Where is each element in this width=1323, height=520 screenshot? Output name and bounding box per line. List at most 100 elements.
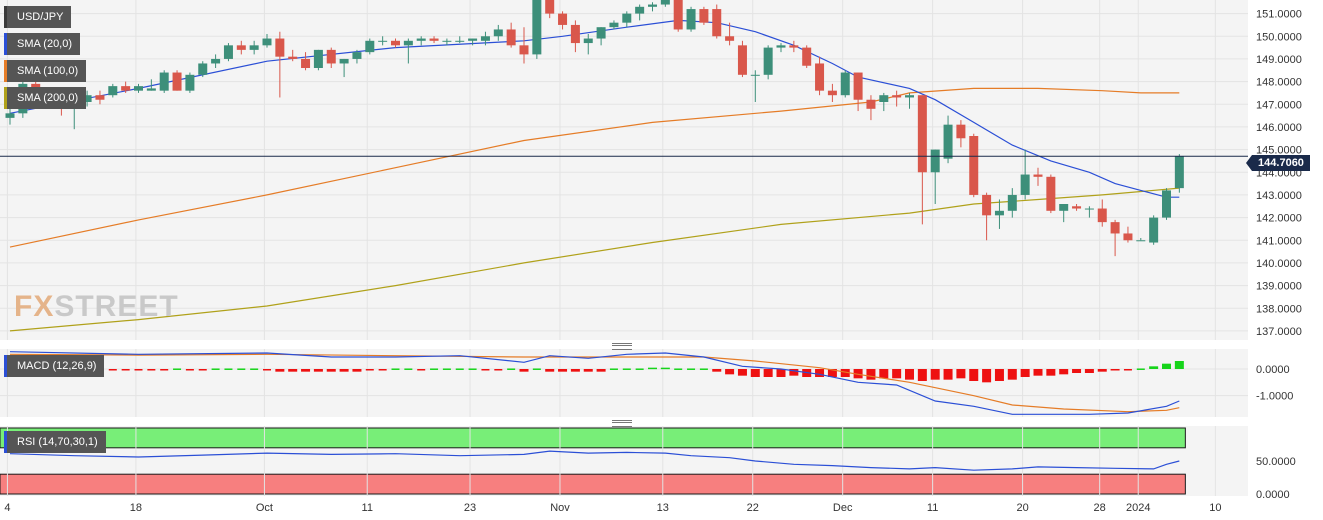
macd-histogram-bar [1097,369,1107,372]
price-axis-label: 141.0000 [1256,235,1302,247]
candle-up [879,95,889,102]
candle-up [313,49,323,68]
macd-chart[interactable] [0,349,1248,417]
macd-histogram-bar [687,368,696,370]
candle-down [853,72,863,100]
candle-down [1072,206,1082,209]
time-axis-label: 20 [1016,502,1028,514]
rsi-overbought-zone [0,427,1186,449]
candle-up [185,74,195,91]
candle-down [712,9,722,37]
rsi-chart[interactable] [0,426,1248,496]
macd-histogram-bar [956,369,966,379]
macd-histogram-bar [1046,369,1056,376]
candle-up [378,40,388,42]
candle-down [827,90,837,96]
legend-macd[interactable]: MACD (12,26,9) [4,355,105,377]
candle-up [943,124,953,159]
macd-histogram-bar [763,369,773,377]
macd-histogram-bar [982,369,992,383]
legend-symbol[interactable]: USD/JPY [4,6,72,28]
macd-histogram-bar [712,369,722,372]
macd-histogram-bar [917,369,927,381]
macd-histogram-bar [1174,361,1184,369]
macd-histogram-bar [1162,363,1171,369]
candle-up [905,95,914,98]
candle-up [1174,156,1184,189]
candle-up [198,63,208,75]
macd-histogram-bar [288,369,298,372]
macd-histogram-bar [815,369,825,377]
candle-down [956,124,966,139]
candle-down [429,38,439,41]
candle-up [339,58,349,64]
price-chart-pane[interactable] [0,0,1248,340]
macd-histogram-bar [583,369,593,372]
macd-histogram-bar [326,369,336,372]
macd-histogram-bar [108,369,117,371]
candle-up [763,47,773,75]
macd-histogram-bar [211,368,220,370]
rsi-axis-label: 0.0000 [1256,489,1290,501]
candle-up [1162,190,1171,218]
macd-histogram-bar [776,369,786,377]
time-axis-label: Nov [550,502,570,514]
macd-histogram-bar [827,369,837,377]
candle-up [352,52,362,59]
price-axis-label: 139.0000 [1256,281,1302,293]
macd-histogram-bar [1007,369,1017,380]
macd-label: MACD (12,26,9) [17,360,97,372]
macd-histogram-bar [378,369,387,371]
legend-sma200[interactable]: SMA (200,0) [4,87,87,109]
macd-histogram-bar [558,369,568,372]
macd-histogram-bar [943,369,953,380]
macd-histogram-bar [789,369,799,376]
macd-axis-label: 0.0000 [1256,364,1290,376]
candle-up [648,4,657,7]
time-axis-label: 22 [747,502,759,514]
macd-histogram-bar [866,369,876,380]
candle-down [545,0,555,14]
macd-histogram-bar [725,369,735,375]
legend-sma100[interactable]: SMA (100,0) [4,60,87,82]
macd-histogram-bar [750,369,760,377]
candle-down [326,49,336,64]
candle-down [1097,208,1107,223]
candle-up [1059,204,1069,211]
candle-up [583,38,593,44]
macd-histogram-bar [994,369,1004,381]
candle-down [1046,176,1056,211]
price-axis-label: 138.0000 [1256,303,1302,315]
macd-histogram-bar [507,368,516,370]
time-axis-label: 23 [464,502,476,514]
legend-rsi[interactable]: RSI (14,70,30,1) [4,431,106,453]
candle-up [532,0,542,55]
pane-resize-handle-macd[interactable] [612,343,632,350]
macd-histogram-bar [494,369,503,371]
time-axis-label: 28 [1094,502,1106,514]
legend-sma20[interactable]: SMA (20,0) [4,33,81,55]
macd-histogram-bar [674,368,683,370]
pane-resize-handle-rsi[interactable] [612,420,632,427]
time-axis-label: 13 [657,502,669,514]
macd-line [9,351,1180,415]
candle-down [982,194,992,216]
price-axis-label: 143.0000 [1256,190,1302,202]
time-axis-label: 11 [362,502,373,514]
candle-up [776,45,786,48]
price-axis-label: 142.0000 [1256,213,1302,225]
candle-up [249,45,259,50]
price-chart[interactable] [0,0,1248,340]
macd-histogram-bar [365,369,374,371]
macd-histogram-bar [648,367,657,370]
candle-down [789,45,799,48]
candle-down [172,72,182,91]
rsi-pane[interactable] [0,426,1248,496]
candle-up [1084,208,1094,210]
candle-up [493,29,503,37]
candle-down [95,95,105,100]
macd-pane[interactable] [0,349,1248,417]
candle-down [673,0,683,30]
sma100-line [9,87,1180,248]
macd-histogram-bar [892,369,902,379]
